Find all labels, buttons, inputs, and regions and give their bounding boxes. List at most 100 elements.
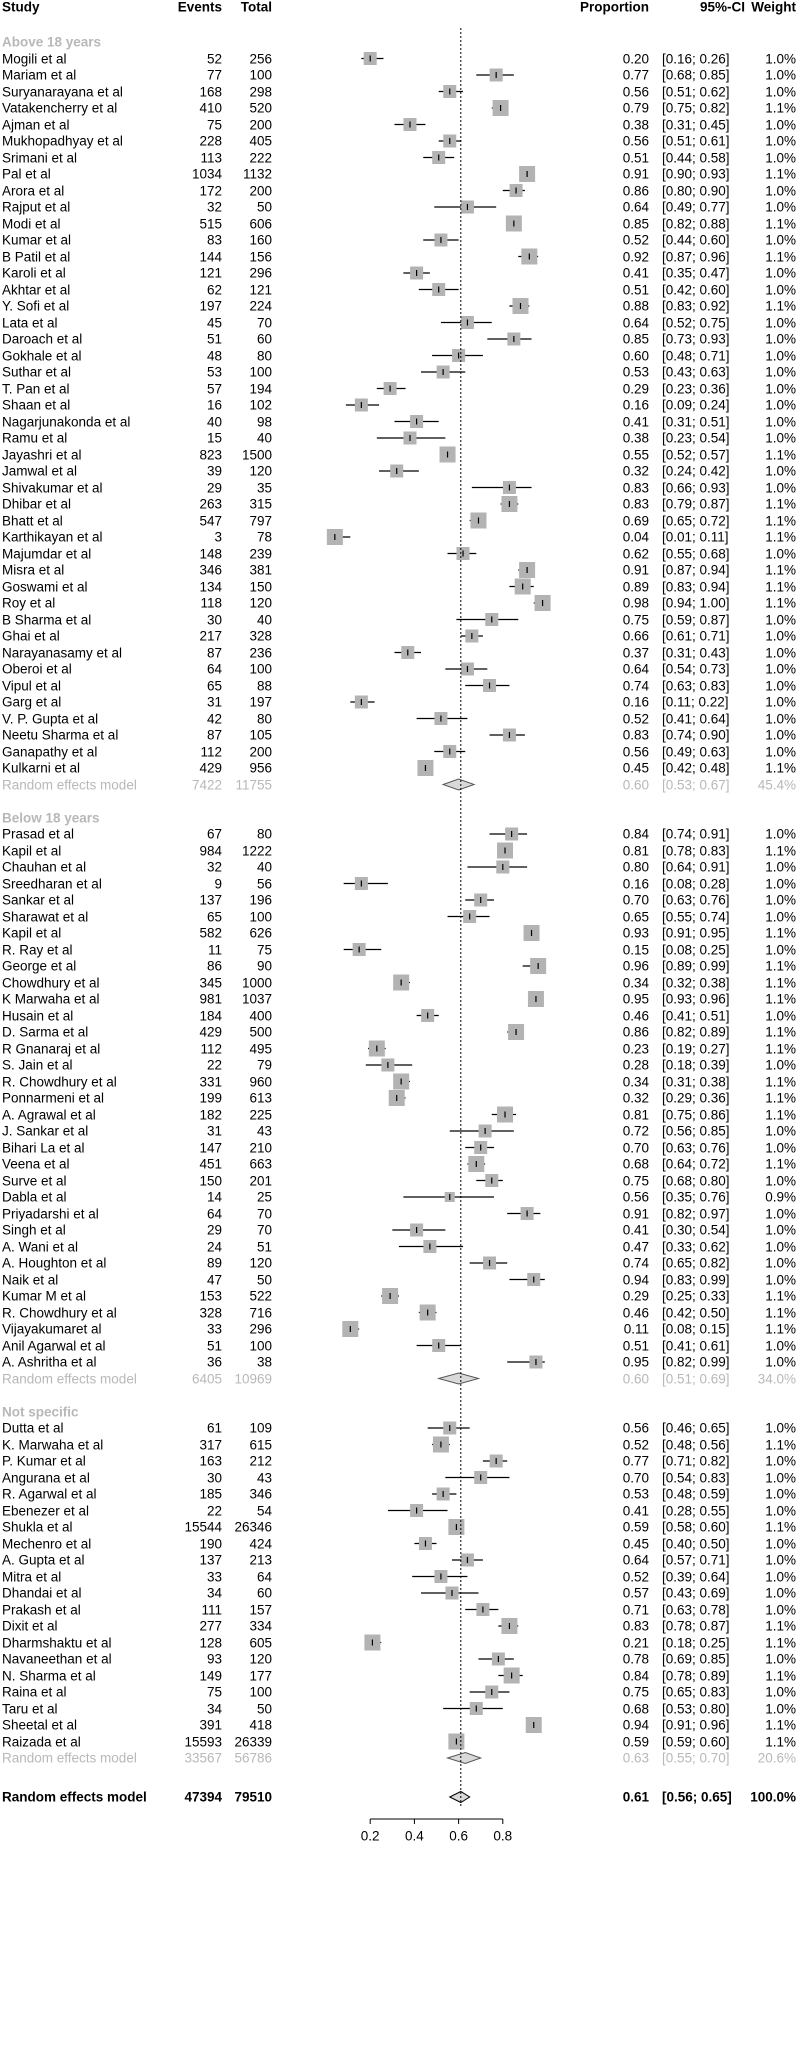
subgroup-summary-events: 33567 [184, 1750, 222, 1766]
study-proportion: 0.57 [622, 1585, 649, 1601]
study-name: Sreedharan et al [2, 875, 102, 891]
study-name: Goswami et al [2, 578, 88, 594]
study-name: Prakash et al [2, 1601, 81, 1617]
study-name: Suthar et al [2, 364, 72, 380]
study-name: Navaneethan et al [2, 1651, 112, 1667]
study-events: 75 [206, 1684, 222, 1700]
study-total: 210 [249, 1139, 272, 1155]
subgroup-summary-ci: [0.51; 0.69] [662, 1370, 730, 1386]
study-proportion: 0.15 [622, 941, 649, 957]
study-total: 43 [256, 1469, 272, 1485]
study-proportion: 0.93 [622, 925, 649, 941]
study-total: 405 [249, 133, 272, 149]
study-weight: 1.0% [765, 644, 796, 660]
study-weight: 1.0% [765, 1552, 796, 1568]
study-weight: 1.1% [765, 1156, 796, 1172]
study-name: Ponnarmeni et al [2, 1090, 105, 1106]
study-name: Misra et al [2, 562, 65, 578]
study-total: 56 [256, 875, 272, 891]
study-total: 615 [249, 1436, 272, 1452]
study-name: R. Chowdhury et al [2, 1073, 117, 1089]
study-proportion: 0.53 [622, 1486, 649, 1502]
study-events: 61 [206, 1420, 222, 1436]
study-ci: [0.35; 0.47] [662, 265, 730, 281]
study-ci: [0.71; 0.82] [662, 1453, 730, 1469]
study-weight: 1.0% [765, 1700, 796, 1716]
study-ci: [0.31; 0.51] [662, 413, 730, 429]
study-name: Akhtar et al [2, 281, 71, 297]
study-total: 105 [249, 727, 272, 743]
study-name: Modi et al [2, 215, 61, 231]
study-total: 102 [249, 397, 272, 413]
study-ci: [0.42; 0.50] [662, 1304, 730, 1320]
study-ci: [0.51; 0.61] [662, 133, 730, 149]
study-name: Shukla et al [2, 1519, 73, 1535]
study-total: 88 [256, 677, 272, 693]
study-events: 53 [206, 364, 222, 380]
study-ci: [0.61; 0.71] [662, 628, 730, 644]
study-proportion: 0.53 [622, 364, 649, 380]
study-total: 296 [249, 265, 272, 281]
study-proportion: 0.66 [622, 628, 649, 644]
subgroup-summary-events: 7422 [191, 776, 222, 792]
study-proportion: 0.56 [622, 83, 649, 99]
study-weight: 1.0% [765, 364, 796, 380]
study-total: 25 [256, 1189, 272, 1205]
study-name: Mitra et al [2, 1568, 62, 1584]
study-total: 197 [249, 694, 272, 710]
study-proportion: 0.45 [622, 760, 649, 776]
study-proportion: 0.59 [622, 1519, 649, 1535]
study-weight: 1.1% [765, 1436, 796, 1452]
study-total: 500 [249, 1024, 272, 1040]
study-events: 33 [206, 1321, 222, 1337]
study-proportion: 0.32 [622, 463, 649, 479]
study-total: 201 [249, 1172, 272, 1188]
study-name: Veena et al [2, 1156, 70, 1172]
study-ci: [0.93; 0.96] [662, 991, 730, 1007]
study-events: 47 [206, 1271, 222, 1287]
study-events: 451 [199, 1156, 222, 1172]
study-name: Ajman et al [2, 116, 70, 132]
study-proportion: 0.91 [622, 166, 649, 182]
study-weight: 1.1% [765, 496, 796, 512]
study-weight: 1.0% [765, 727, 796, 743]
subgroup-summary-weight: 45.4% [757, 776, 796, 792]
study-events: 40 [206, 413, 222, 429]
study-weight: 1.0% [765, 1502, 796, 1518]
study-total: 328 [249, 628, 272, 644]
study-weight: 1.0% [765, 677, 796, 693]
study-name: Chowdhury et al [2, 974, 100, 990]
study-name: Y. Sofi et al [2, 298, 70, 314]
study-weight: 1.0% [765, 611, 796, 627]
study-events: 11 [207, 941, 222, 957]
study-ci: [0.30; 0.54] [662, 1222, 730, 1238]
study-total: 80 [256, 710, 272, 726]
study-ci: [0.55; 0.68] [662, 545, 730, 561]
study-proportion: 0.83 [622, 727, 649, 743]
study-ci: [0.41; 0.51] [662, 1007, 730, 1023]
study-total: 956 [249, 760, 272, 776]
study-weight: 1.0% [765, 1139, 796, 1155]
study-name: Angurana et al [2, 1469, 90, 1485]
study-ci: [0.82; 0.88] [662, 215, 730, 231]
study-ci: [0.78; 0.83] [662, 842, 730, 858]
study-ci: [0.08; 0.15] [662, 1321, 730, 1337]
study-name: Taru et al [2, 1700, 58, 1716]
header-ci: 95%-CI [700, 0, 746, 15]
study-total: 256 [249, 50, 272, 66]
study-name: Ebenezer et al [2, 1502, 90, 1518]
study-proportion: 0.75 [622, 611, 649, 627]
study-ci: [0.31; 0.43] [662, 644, 730, 660]
study-ci: [0.58; 0.60] [662, 1519, 730, 1535]
study-ci: [0.75; 0.86] [662, 1106, 730, 1122]
study-name: Pal et al [2, 166, 51, 182]
study-weight: 1.1% [765, 1304, 796, 1320]
overall-summary-diamond [448, 1790, 471, 1804]
study-weight: 1.1% [765, 248, 796, 264]
study-proportion: 0.98 [622, 595, 649, 611]
study-proportion: 0.77 [622, 67, 649, 83]
study-proportion: 0.80 [622, 859, 649, 875]
study-events: 163 [199, 1453, 222, 1469]
subgroup-heading: Below 18 years [2, 809, 100, 825]
